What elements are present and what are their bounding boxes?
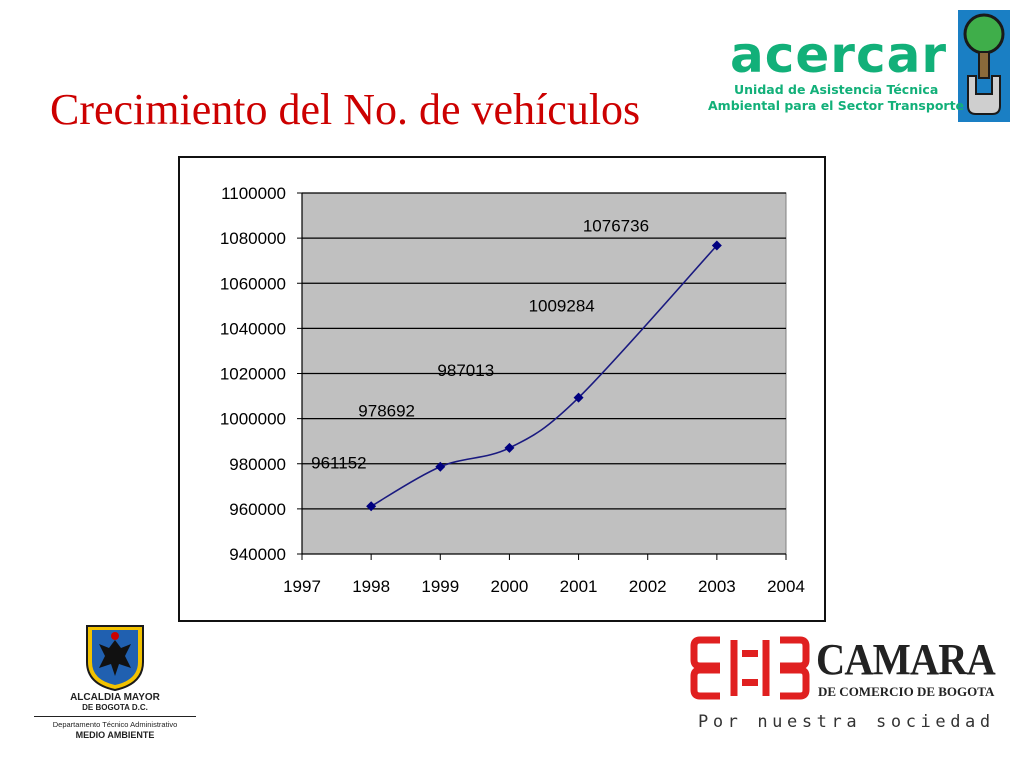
y-tick-label: 960000 <box>229 500 286 519</box>
coat-of-arms-icon <box>86 625 144 692</box>
data-label: 1009284 <box>529 297 595 316</box>
data-point <box>573 392 584 403</box>
tree-wrench-icon <box>958 10 1010 122</box>
x-tick-label: 2002 <box>629 577 667 596</box>
data-label: 1076736 <box>583 216 649 235</box>
y-tick-label: 940000 <box>229 545 286 564</box>
acercar-logo: acercar Unidad de Asistencia Técnica Amb… <box>706 8 1016 123</box>
camara-slogan: Por nuestra sociedad <box>698 712 995 732</box>
data-point <box>366 501 377 512</box>
data-point <box>435 461 446 472</box>
acercar-line1: Unidad de Asistencia Técnica <box>734 82 939 97</box>
y-tick-label: 1000000 <box>220 410 286 429</box>
alcaldia-logo: ALCALDIA MAYOR DE BOGOTA D.C. Departamen… <box>30 620 200 760</box>
x-tick-label: 1999 <box>421 577 459 596</box>
x-tick-label: 2000 <box>491 577 529 596</box>
x-tick-label: 1998 <box>352 577 390 596</box>
x-tick-label: 2004 <box>767 577 805 596</box>
data-point <box>504 442 515 453</box>
camara-emblem-icon <box>690 636 810 700</box>
x-tick-label: 1997 <box>283 577 321 596</box>
alcaldia-line4: MEDIO AMBIENTE <box>75 730 155 740</box>
y-tick-label: 1060000 <box>220 274 286 293</box>
alcaldia-line2: DE BOGOTA D.C. <box>82 703 148 712</box>
alcaldia-divider <box>34 716 196 717</box>
camara-logo: CAMARA DE COMERCIO DE BOGOTA Por nuestra… <box>690 632 1010 742</box>
data-point <box>711 240 722 251</box>
y-tick-label: 1080000 <box>220 229 286 248</box>
y-tick-label: 1020000 <box>220 365 286 384</box>
acercar-line2: Ambiental para el Sector Transporte <box>708 98 965 113</box>
y-tick-label: 980000 <box>229 455 286 474</box>
line-chart: 940000 960000 980000 1000000 1020000 1040000 1… <box>220 184 805 596</box>
data-label: 987013 <box>437 361 494 380</box>
series-line <box>370 244 718 507</box>
alcaldia-line3: Departamento Técnico Administrativo <box>52 720 178 729</box>
x-tick-label: 2001 <box>560 577 598 596</box>
slide-title: Crecimiento del No. de vehículos <box>50 85 641 134</box>
acercar-wordmark: acercar <box>730 26 947 84</box>
y-tick-label: 1040000 <box>220 319 286 338</box>
alcaldia-line1: ALCALDIA MAYOR <box>70 692 160 703</box>
chart-frame: 940000 960000 980000 1000000 1020000 1040000 1… <box>178 156 826 622</box>
y-tick-label: 1100000 <box>221 184 286 203</box>
camara-name: CAMARA <box>816 635 996 684</box>
camara-subtitle: DE COMERCIO DE BOGOTA <box>818 684 995 699</box>
data-label: 978692 <box>358 402 415 421</box>
data-label: 961152 <box>311 453 366 472</box>
x-tick-label: 2003 <box>698 577 736 596</box>
